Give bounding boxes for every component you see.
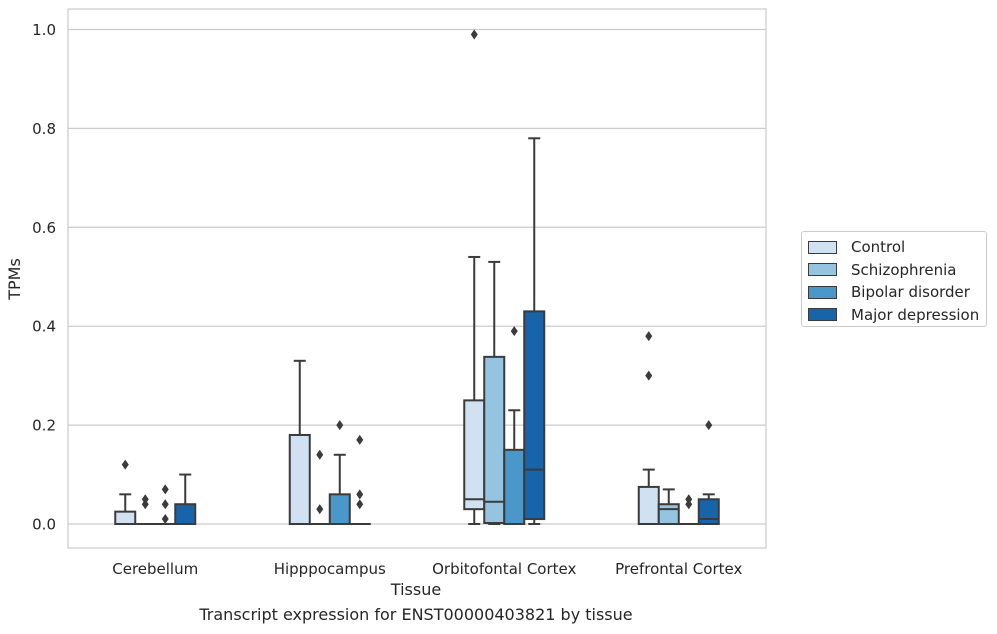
y-tick-label: 0.0	[32, 516, 56, 534]
outlier-point	[161, 484, 169, 495]
outlier-point	[705, 420, 713, 431]
outlier-point	[645, 331, 653, 342]
legend-swatch	[808, 240, 837, 254]
y-tick-label: 0.8	[32, 120, 56, 138]
y-axis-label: TPMs	[5, 258, 24, 301]
box-body	[503, 448, 526, 526]
box-body	[463, 399, 486, 511]
box-control	[288, 359, 311, 525]
box-body	[288, 433, 311, 525]
legend-label: Major depression	[851, 305, 980, 324]
box-schizophrenia	[134, 494, 157, 526]
outlier-point	[141, 494, 149, 505]
tick-labels: 0.0 0.2 0.4 0.6 0.8 1.0 Cerebellum Hipppocampus…	[32, 21, 742, 578]
legend-item: Bipolar disorder	[808, 281, 986, 304]
outlier-point	[510, 326, 518, 337]
box-body	[328, 493, 351, 525]
legend-label: Bipolar disorder	[851, 283, 970, 302]
chart-caption: Transcript expression for ENST0000040382…	[199, 605, 633, 624]
box-control	[637, 331, 660, 526]
boxes	[114, 29, 720, 526]
box-body	[483, 355, 506, 525]
x-axis-label: Tissue	[390, 580, 441, 599]
legend-swatch	[808, 285, 837, 299]
box-body	[114, 510, 137, 526]
y-tick-label: 0.6	[32, 219, 56, 237]
outlier-point	[161, 514, 169, 525]
box-major-depression	[348, 434, 371, 526]
legend-swatch	[808, 263, 837, 277]
legend-item: Major depression	[808, 304, 986, 327]
legend-label: Schizophrenia	[851, 260, 957, 279]
box-control	[114, 459, 137, 526]
legend-item: Schizophrenia	[808, 259, 986, 282]
box-schizophrenia	[657, 488, 680, 526]
outlier-point	[121, 459, 129, 470]
box-schizophrenia	[308, 449, 331, 526]
x-tick-label: Prefrontal Cortex	[615, 560, 742, 578]
outlier-point	[161, 499, 169, 510]
outlier-point	[356, 434, 364, 445]
plot-frame	[67, 8, 767, 549]
outlier-point	[316, 504, 324, 515]
legend-item: Control	[808, 236, 986, 259]
legend: Control Schizophrenia Bipolar disorder Majo…	[801, 231, 987, 327]
box-bipolar-disorder	[154, 484, 177, 526]
box-schizophrenia	[483, 260, 506, 525]
box-bipolar-disorder	[328, 420, 351, 525]
box-body	[697, 498, 720, 525]
box-body	[523, 310, 546, 521]
box-major-depression	[523, 137, 546, 525]
box-body	[657, 503, 680, 526]
y-tick-label: 0.2	[32, 417, 56, 435]
outlier-point	[336, 420, 344, 431]
box-body	[637, 485, 660, 526]
x-tick-label: Hipppocampus	[274, 560, 386, 578]
x-tick-label: Orbitofontal Cortex	[432, 560, 576, 578]
x-tick-label: Cerebellum	[112, 560, 198, 578]
box-control	[463, 29, 486, 525]
gridlines	[68, 28, 766, 525]
y-tick-label: 1.0	[32, 21, 56, 39]
legend-swatch	[808, 308, 837, 322]
outlier-point	[316, 449, 324, 460]
box-bipolar-disorder	[677, 494, 700, 526]
box-major-depression	[697, 420, 720, 525]
box-major-depression	[174, 473, 197, 526]
outlier-point	[470, 29, 478, 40]
outlier-point	[356, 489, 364, 500]
legend-label: Control	[851, 238, 906, 257]
outlier-point	[685, 494, 693, 505]
outlier-point	[645, 370, 653, 381]
outlier-point	[356, 499, 364, 510]
y-tick-label: 0.4	[32, 318, 56, 336]
box-body	[174, 503, 197, 526]
